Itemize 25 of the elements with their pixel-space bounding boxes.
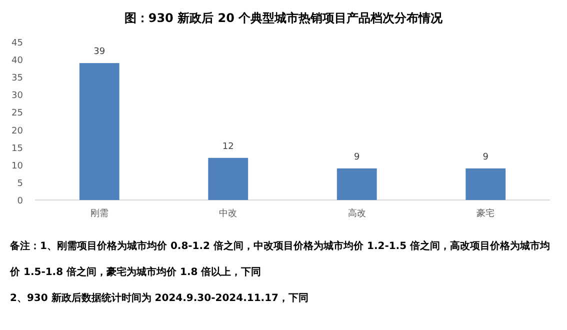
y-tick-label: 30: [12, 91, 24, 102]
bar: [208, 158, 248, 200]
y-tick-label: 5: [17, 178, 23, 189]
y-tick-label: 35: [12, 74, 23, 84]
data-label: 9: [482, 152, 489, 162]
x-tick-label: 刚需: [90, 208, 108, 219]
bar: [79, 63, 120, 200]
y-tick-label: 40: [12, 56, 24, 66]
y-tick-label: 20: [12, 126, 24, 136]
data-label: 12: [222, 142, 234, 152]
data-label: 9: [354, 152, 360, 162]
chart-title: 图：930 新政后 20 个典型城市热销项目产品档次分布情况: [124, 11, 444, 25]
y-tick-label: 0: [17, 196, 24, 206]
y-tick-label: 25: [12, 108, 23, 119]
data-label: 39: [94, 47, 106, 58]
bar: [336, 168, 377, 200]
y-tick-label: 45: [12, 38, 23, 48]
text: 备注：1、刚需项目价格为城市均价 0.8-1.2 倍之间，中改项目价格为城市均价 1.2-1.5 倍之间，高改项目价格为城市均价 1.5-1.8 倍之间，豪宅为城市均价 1.8 倍以上，下同: [10, 241, 550, 278]
x-tick-label: 豪宅: [476, 208, 495, 219]
y-tick-label: 10: [12, 161, 24, 172]
text: 2、930 新政后数据统计时间为 2024.9.30-2024.11.17，下同: [10, 291, 310, 306]
y-tick-label: 15: [12, 144, 23, 154]
x-tick-label: 高改: [348, 208, 366, 219]
bar: [466, 168, 506, 200]
x-tick-label: 中改: [219, 208, 238, 219]
